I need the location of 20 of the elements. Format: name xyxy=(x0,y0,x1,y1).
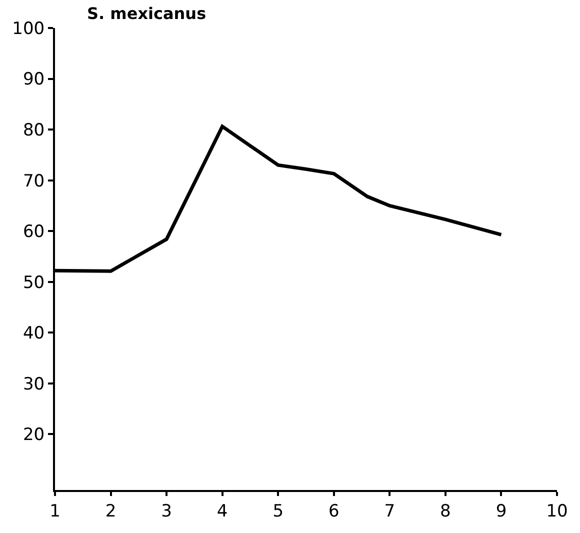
x-tick-label: 10 xyxy=(546,501,568,522)
y-tick-label: 60 xyxy=(22,222,45,242)
x-tick-label: 9 xyxy=(496,501,507,522)
x-tick-label: 8 xyxy=(440,501,451,522)
x-tick-label: 2 xyxy=(105,501,116,522)
x-tick-label: 6 xyxy=(328,501,340,522)
chart-title: S. mexicanus xyxy=(87,4,206,24)
x-tick-label: 1 xyxy=(50,501,60,522)
y-tick-label: 20 xyxy=(22,425,45,446)
y-tick-label: 100 xyxy=(12,18,45,39)
y-tick-label: 30 xyxy=(22,374,45,394)
y-tick-label: 80 xyxy=(22,120,45,140)
x-tick-label: 5 xyxy=(272,501,284,522)
y-tick-label: 70 xyxy=(22,171,45,192)
x-tick-label: 4 xyxy=(216,501,228,522)
y-tick-label: 40 xyxy=(22,324,45,344)
y-tick-label: 50 xyxy=(22,272,45,293)
x-tick-label: 7 xyxy=(384,501,396,522)
y-tick-label: 90 xyxy=(22,70,45,90)
x-tick-label: 3 xyxy=(161,501,172,522)
